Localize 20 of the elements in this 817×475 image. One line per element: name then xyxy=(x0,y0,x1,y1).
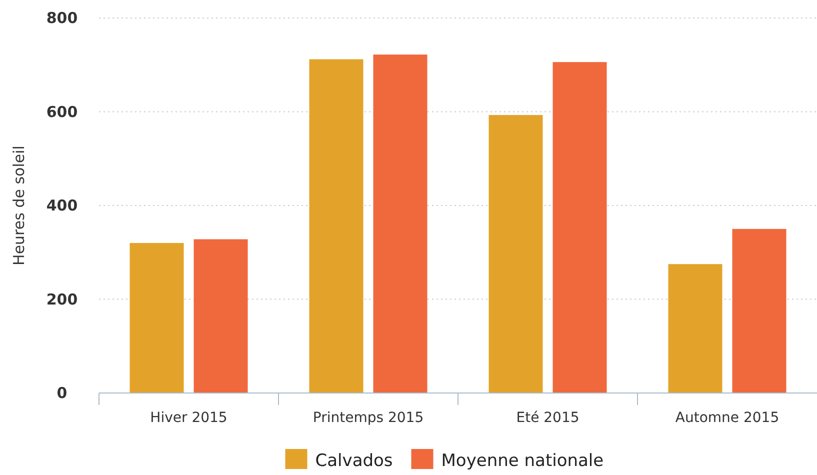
y-tick-label: 800 xyxy=(46,9,78,27)
y-tick-label: 600 xyxy=(46,102,78,121)
y-tick-label: 0 xyxy=(56,384,68,402)
bar xyxy=(668,264,722,393)
bar xyxy=(373,54,428,393)
bar xyxy=(130,243,184,393)
bar xyxy=(488,115,543,393)
bar xyxy=(732,228,786,393)
bar xyxy=(194,239,248,393)
bar xyxy=(552,62,607,393)
x-tick-label: Hiver 2015 xyxy=(150,410,228,426)
legend-label: Calvados xyxy=(315,451,393,471)
y-tick-label: 400 xyxy=(46,196,78,214)
x-tick-label: Eté 2015 xyxy=(516,410,580,426)
x-tick-label: Printemps 2015 xyxy=(312,410,424,426)
y-axis-title: Heures de soleil xyxy=(10,146,28,266)
legend-label: Moyenne nationale xyxy=(441,451,604,471)
y-tick-label: 200 xyxy=(46,290,78,308)
x-tick-label: Automne 2015 xyxy=(675,410,780,426)
bar xyxy=(309,59,364,393)
